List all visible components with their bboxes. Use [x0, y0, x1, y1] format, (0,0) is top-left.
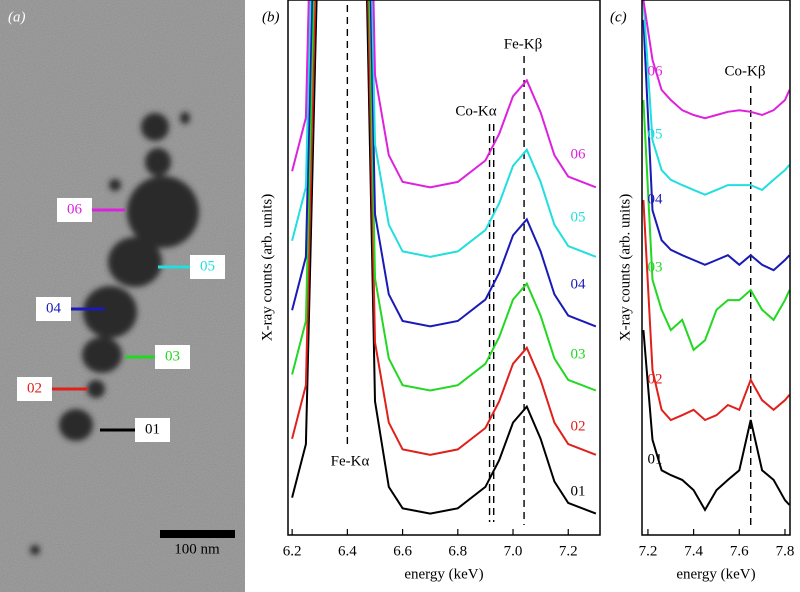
particle-label: 06 — [67, 201, 83, 217]
particle-label: 05 — [200, 258, 215, 274]
annotation: Fe-Kβ — [504, 36, 542, 52]
series-line — [642, 0, 790, 120]
series-line — [642, 99, 790, 352]
series-label: 01 — [648, 451, 663, 467]
series-line — [291, 0, 597, 258]
series-label: 05 — [648, 126, 663, 142]
axes-frame — [287, 0, 601, 536]
label-box — [17, 377, 52, 401]
scale-bar-label: 100 nm — [174, 541, 220, 557]
series-line — [291, 0, 597, 456]
x-tick-label: 7.4 — [684, 543, 703, 559]
series-label: 02 — [648, 371, 663, 387]
particle-label: 04 — [46, 300, 62, 316]
series-label: 06 — [648, 63, 664, 79]
label-box — [190, 255, 225, 279]
label-box — [135, 418, 170, 442]
x-axis-label: energy (keV) — [404, 566, 483, 582]
x-tick-label: 6.4 — [338, 543, 357, 559]
x-tick-label: 7.2 — [639, 543, 658, 559]
panel-label: (a) — [8, 9, 26, 25]
x-tick-label: 6.6 — [393, 543, 412, 559]
particle-label: 01 — [145, 421, 160, 437]
series-label: 03 — [571, 346, 586, 362]
series-label: 03 — [648, 259, 663, 275]
annotation: Fe-Kα — [331, 453, 370, 469]
tem-image — [0, 0, 245, 592]
x-tick-label: 7.6 — [730, 543, 749, 559]
label-box — [57, 198, 92, 222]
series-line — [642, 19, 790, 272]
panel-label: (c) — [610, 9, 627, 25]
label-box — [155, 345, 190, 369]
x-tick-label: 7.0 — [504, 543, 523, 559]
axes-frame — [641, 0, 791, 536]
series-line — [642, 200, 790, 422]
y-axis-label: X-ray counts (arb. units) — [617, 194, 633, 341]
annotation: Co-Kβ — [725, 63, 766, 79]
series-line — [642, 330, 790, 512]
label-box — [36, 297, 71, 321]
series-line — [291, 0, 597, 189]
particle-label: 02 — [27, 380, 42, 396]
series-line — [642, 0, 790, 196]
series-line — [291, 0, 597, 515]
y-axis-label: X-ray counts (arb. units) — [259, 194, 275, 341]
scale-bar — [160, 530, 235, 538]
annotation: Co-Kα — [455, 103, 496, 119]
panel-label: (b) — [262, 9, 280, 25]
series-label: 02 — [571, 418, 586, 434]
series-label: 06 — [571, 146, 587, 162]
x-axis-label: energy (keV) — [676, 566, 755, 582]
x-tick-label: 7.8 — [776, 543, 795, 559]
x-tick-label: 6.2 — [283, 543, 302, 559]
series-line — [291, 0, 597, 392]
series-line — [291, 0, 597, 328]
x-tick-label: 6.8 — [448, 543, 467, 559]
particle-label: 03 — [165, 348, 180, 364]
series-label: 01 — [571, 483, 586, 499]
series-label: 05 — [571, 209, 586, 225]
series-label: 04 — [648, 191, 664, 207]
series-label: 04 — [571, 276, 587, 292]
x-tick-label: 7.2 — [559, 543, 578, 559]
